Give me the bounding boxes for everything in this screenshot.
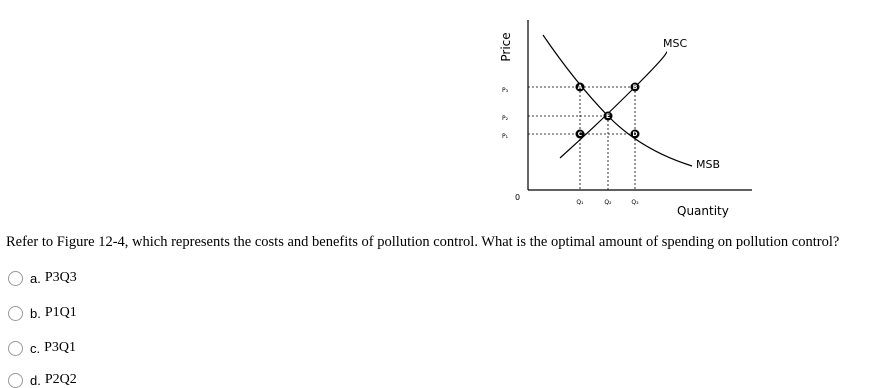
option-letter: c. bbox=[30, 340, 41, 356]
point-label: A bbox=[578, 84, 583, 91]
radio[interactable] bbox=[8, 372, 23, 388]
option-text: P3Q1 bbox=[44, 340, 77, 355]
radio[interactable] bbox=[8, 340, 23, 356]
point-label: D bbox=[633, 131, 638, 138]
option[interactable]: b. P1Q1 bbox=[8, 305, 77, 321]
x-axis-label: Quantity bbox=[677, 204, 729, 218]
point-label: C bbox=[578, 131, 583, 138]
y-axis-label: Price bbox=[499, 32, 513, 61]
option[interactable]: a. P3Q3 bbox=[8, 270, 77, 286]
msb-curve bbox=[542, 34, 693, 167]
price-label: P₃ bbox=[502, 87, 509, 94]
point bbox=[630, 129, 640, 139]
radio[interactable] bbox=[8, 270, 23, 286]
point bbox=[630, 82, 640, 92]
option-letter: a. bbox=[30, 270, 41, 286]
quantity-label: Q₁ bbox=[576, 199, 584, 206]
point bbox=[575, 129, 585, 139]
option-letter: b. bbox=[30, 305, 41, 321]
question: Refer to Figure 12-4, which represents t… bbox=[6, 234, 840, 250]
option[interactable]: c. P3Q1 bbox=[8, 340, 76, 356]
quantity-label: Q₂ bbox=[604, 199, 612, 206]
point bbox=[603, 111, 613, 121]
curve-label: MSB bbox=[696, 158, 720, 171]
price-label: P₁ bbox=[502, 133, 509, 140]
point-label: B bbox=[633, 84, 638, 91]
curve-label: MSC bbox=[663, 37, 687, 50]
option[interactable]: d. P2Q2 bbox=[8, 372, 77, 388]
point-label: E bbox=[606, 113, 610, 120]
radio[interactable] bbox=[8, 305, 23, 321]
figure: Price Quantity 0 MSC MSB P₃ P₂ P₁ Q₁ Q₂ … bbox=[499, 20, 752, 218]
option-text: P2Q2 bbox=[44, 372, 77, 387]
option-letter: d. bbox=[30, 372, 41, 388]
msc-curve bbox=[559, 51, 667, 159]
quantity-label: Q₃ bbox=[631, 199, 639, 206]
option-text: P3Q3 bbox=[44, 270, 77, 285]
origin: 0 bbox=[515, 193, 520, 202]
option-text: P1Q1 bbox=[44, 305, 77, 320]
price-label: P₂ bbox=[502, 115, 509, 122]
point bbox=[575, 82, 585, 92]
